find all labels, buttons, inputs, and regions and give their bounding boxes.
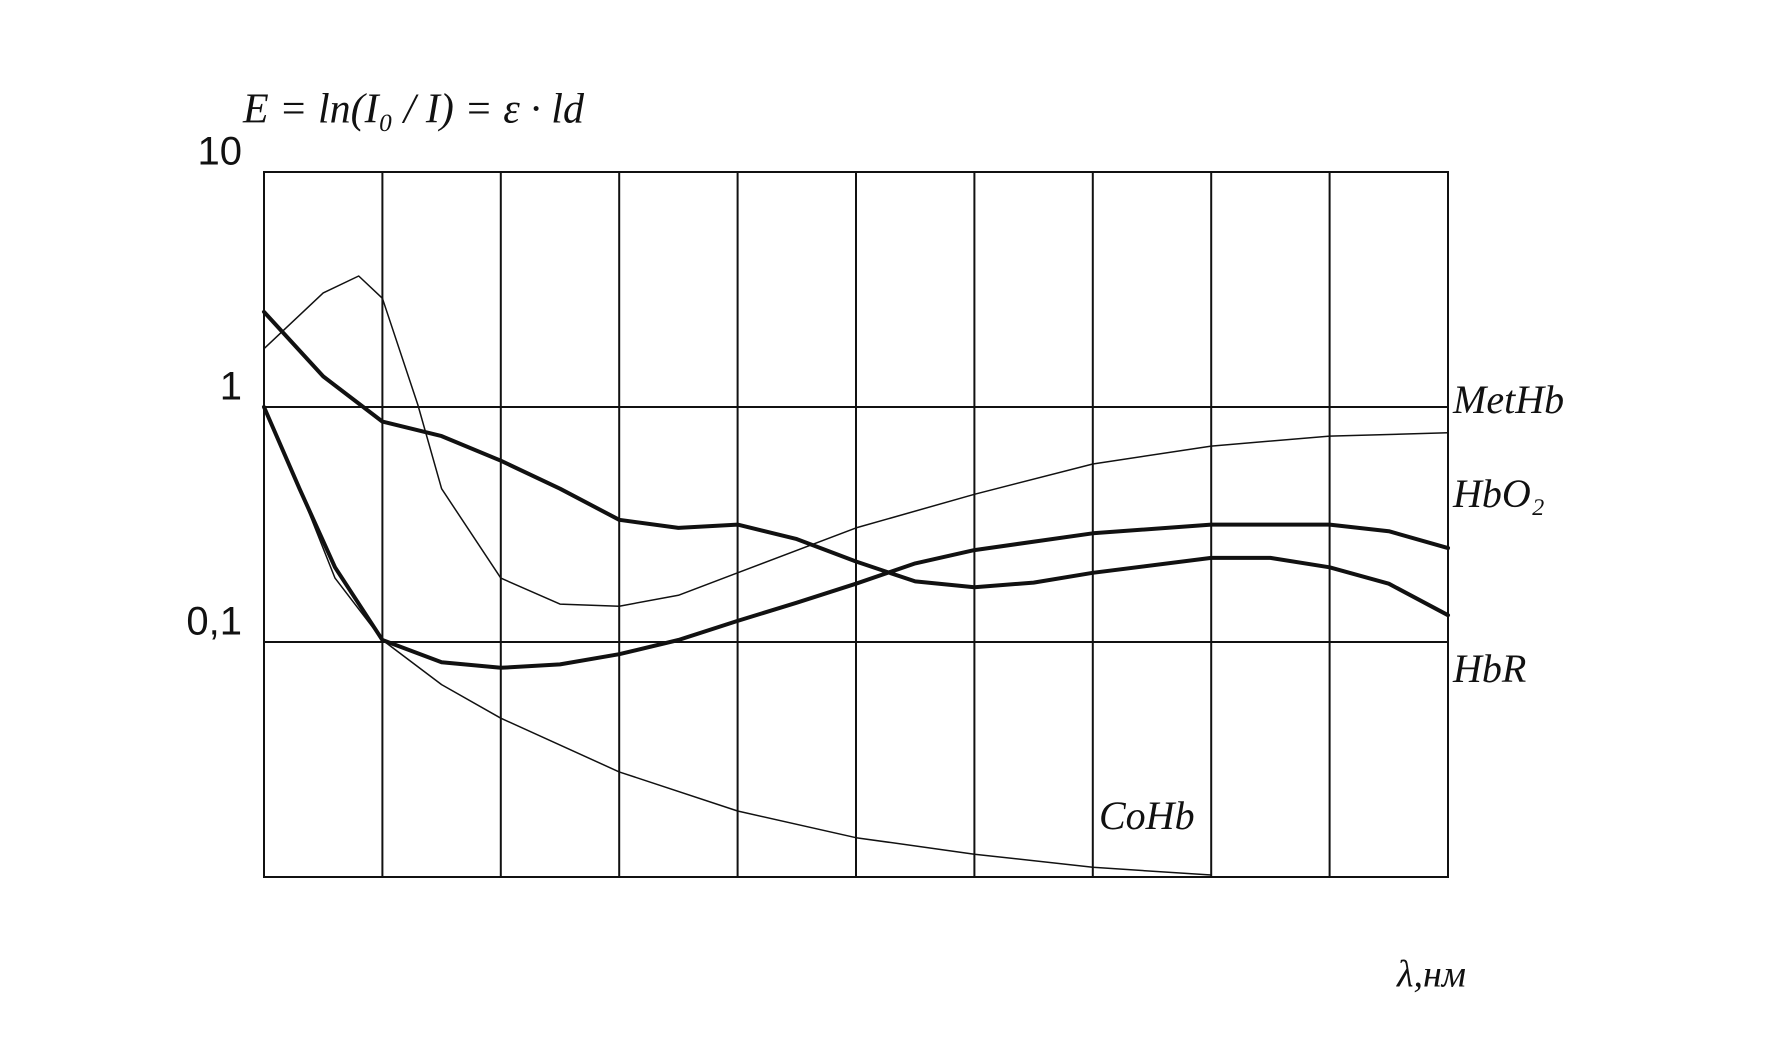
y-tick-label: 1 [220, 365, 242, 409]
series-label: CoHb [1099, 793, 1195, 838]
chart-title: E = ln(I₀ / I) = ε · ld [242, 87, 585, 133]
series-label: HbO₂ [1452, 471, 1545, 516]
series-label: HbR [1452, 646, 1526, 691]
series-line [262, 309, 1450, 618]
series-line [263, 406, 1212, 876]
series-label: MetHb [1452, 377, 1564, 422]
y-tick-label: 10 [198, 130, 243, 174]
y-tick-label: 0,1 [186, 600, 242, 644]
x-axis-label: λ,нм [1396, 954, 1466, 996]
series-line [263, 275, 1449, 607]
